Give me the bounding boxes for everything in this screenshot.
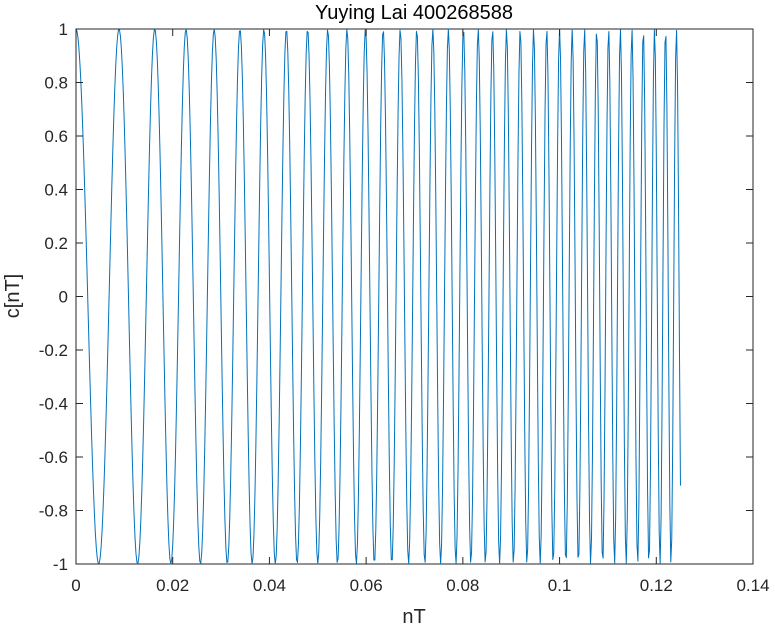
y-tick-label: 0.8	[44, 74, 68, 93]
y-tick-label: -0.6	[39, 448, 68, 467]
y-tick-label: 0.6	[44, 127, 68, 146]
axis-ticks: 0 0.02 0.04 0.06 0.08 0.1 0.12 0.14 -1 -0.8 -0.6 -0…	[39, 20, 770, 595]
y-tick-label: 1	[59, 20, 68, 39]
x-tick-label: 0.14	[736, 576, 769, 595]
y-tick-label: -0.8	[39, 502, 68, 521]
series-line	[75, 28, 681, 565]
y-axis-label: c[nT]	[2, 274, 24, 318]
x-tick-label: 0.04	[253, 576, 286, 595]
x-tick-label: 0.12	[640, 576, 673, 595]
x-tick-label: 0.02	[156, 576, 189, 595]
y-tick-label: -0.2	[39, 341, 68, 360]
y-tick-label: 0.2	[44, 234, 68, 253]
chart-title: Yuying Lai 400268588	[315, 2, 513, 24]
plot-area	[75, 28, 754, 565]
x-tick-label: 0.1	[548, 576, 572, 595]
y-tick-label: 0	[59, 288, 68, 307]
y-tick-label: -1	[53, 555, 68, 574]
x-tick-label: 0.08	[446, 576, 479, 595]
x-tick-label: 0.06	[350, 576, 383, 595]
x-axis-label: nT	[402, 606, 425, 625]
x-tick-label: 0	[71, 576, 80, 595]
y-tick-label: -0.4	[39, 395, 68, 414]
y-tick-label: 0.4	[44, 181, 68, 200]
